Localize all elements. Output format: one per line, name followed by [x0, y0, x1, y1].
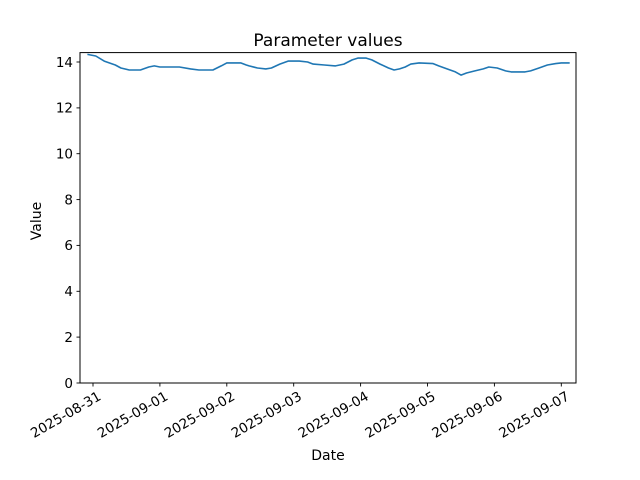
x-tick-label: 2025-09-07	[496, 389, 572, 442]
y-tick-label: 8	[64, 192, 73, 208]
x-tick-label: 2025-09-06	[429, 389, 505, 442]
y-tick-label: 4	[64, 284, 73, 300]
y-tick-label: 6	[64, 238, 73, 254]
x-axis-label: Date	[311, 448, 345, 464]
x-tick-label: 2025-09-01	[95, 389, 171, 442]
x-tick-label: 2025-09-03	[229, 389, 305, 442]
y-tick-label: 0	[64, 376, 73, 392]
y-tick-label: 2	[64, 330, 73, 346]
y-tick-label: 12	[56, 101, 73, 117]
y-tick-label: 14	[56, 55, 73, 71]
x-tick-label: 2025-09-02	[162, 389, 238, 442]
x-tick-label: 2025-08-31	[28, 389, 104, 442]
y-axis-label: Value	[29, 201, 45, 241]
data-line	[87, 53, 570, 76]
y-tick-label: 10	[56, 147, 73, 163]
chart-title: Parameter values	[253, 31, 403, 51]
x-tick-label: 2025-09-05	[363, 389, 439, 442]
axes-frame	[79, 52, 577, 384]
x-tick-label: 2025-09-04	[296, 389, 372, 442]
